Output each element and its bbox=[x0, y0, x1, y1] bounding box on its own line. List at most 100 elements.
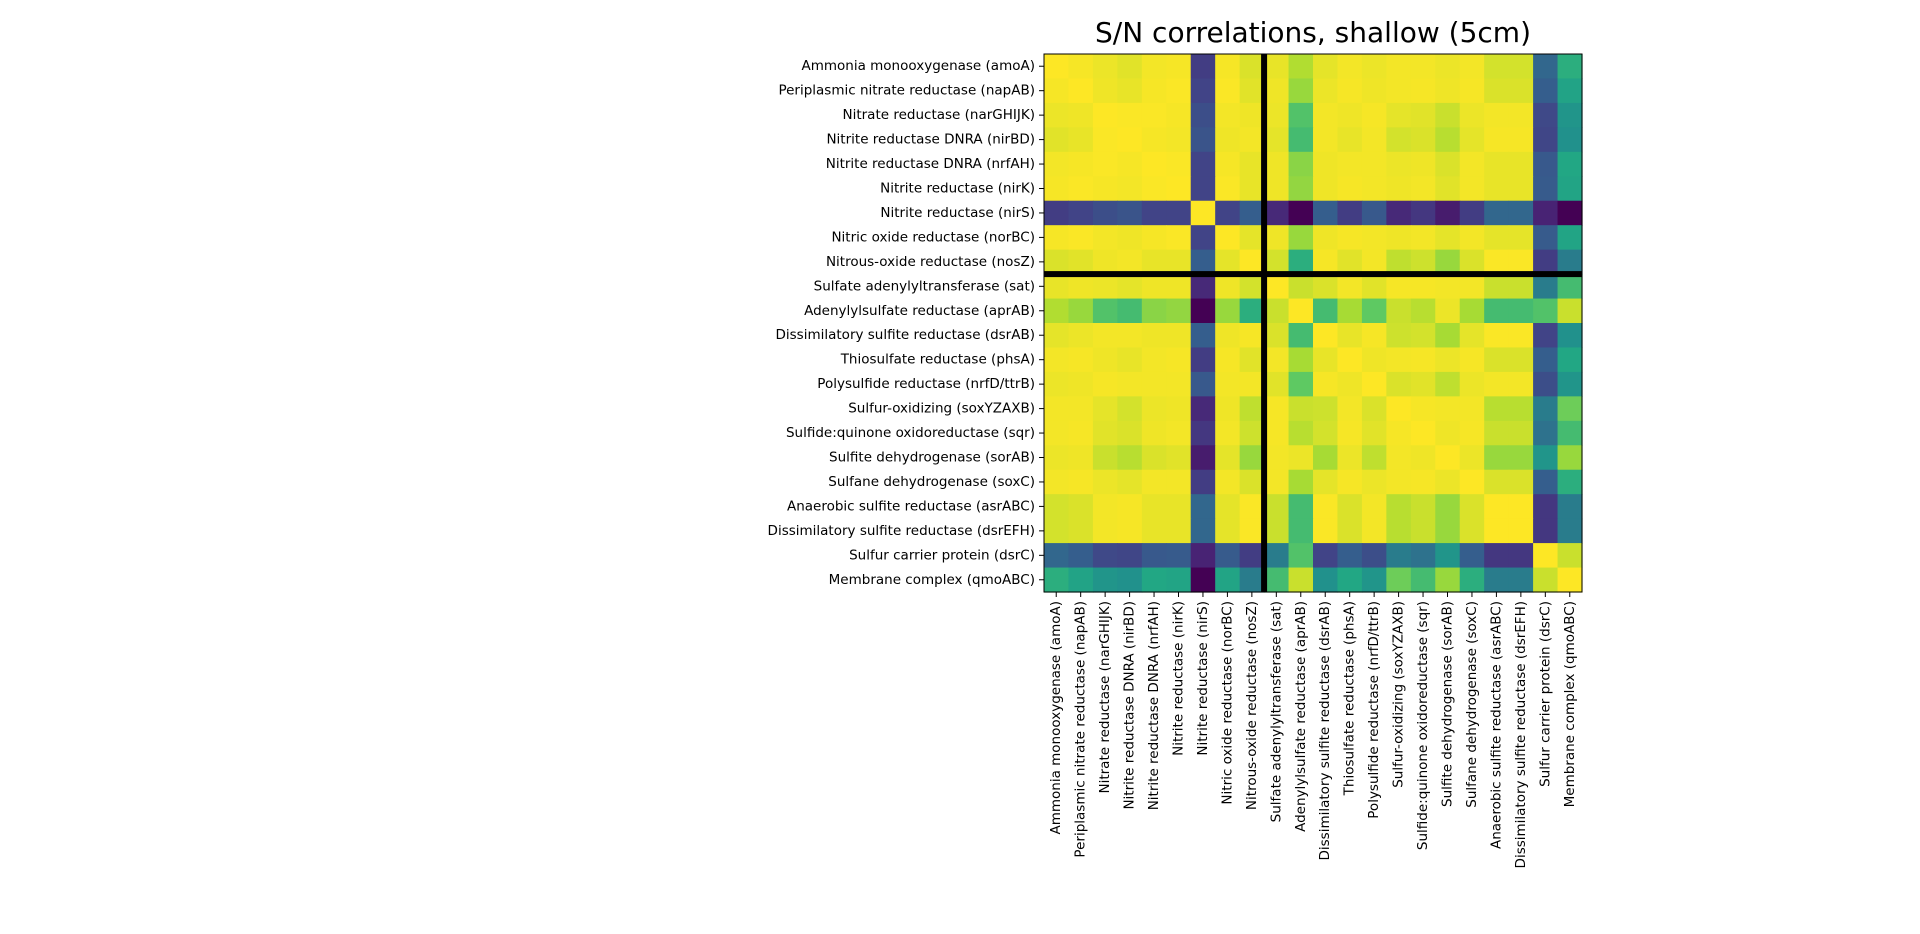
heatmap-cell bbox=[1435, 274, 1461, 300]
heatmap-cell bbox=[1337, 469, 1363, 495]
heatmap-cell bbox=[1141, 543, 1167, 569]
y-tick-label: Nitric oxide reductase (norBC) bbox=[831, 229, 1035, 245]
heatmap-cell bbox=[1435, 396, 1461, 422]
heatmap-cell bbox=[1288, 347, 1314, 373]
heatmap-cell bbox=[1092, 102, 1118, 128]
heatmap-cell bbox=[1361, 102, 1387, 128]
heatmap-cell bbox=[1288, 567, 1314, 593]
y-tick-label: Nitrite reductase DNRA (nrfAH) bbox=[826, 156, 1035, 172]
heatmap-cell bbox=[1044, 127, 1070, 153]
heatmap-cell bbox=[1264, 249, 1290, 275]
heatmap-cell bbox=[1484, 323, 1510, 349]
heatmap-cell bbox=[1068, 102, 1094, 128]
heatmap-cell bbox=[1166, 225, 1192, 251]
heatmap-cell bbox=[1386, 151, 1412, 177]
heatmap-cell bbox=[1044, 200, 1070, 226]
y-tick-label: Membrane complex (qmoABC) bbox=[829, 572, 1035, 588]
heatmap-cell bbox=[1313, 298, 1339, 324]
heatmap-cell bbox=[1092, 494, 1118, 520]
heatmap-cell bbox=[1215, 127, 1241, 153]
heatmap-cell bbox=[1288, 127, 1314, 153]
heatmap-cell bbox=[1361, 420, 1387, 446]
heatmap-cell bbox=[1288, 200, 1314, 226]
chart-title: S/N correlations, shallow (5cm) bbox=[1095, 16, 1531, 49]
heatmap-cell bbox=[1557, 347, 1583, 373]
x-tick-label: Adenylylsulfate reductase (aprAB) bbox=[1293, 601, 1309, 832]
heatmap-cell bbox=[1313, 420, 1339, 446]
heatmap-cell bbox=[1068, 323, 1094, 349]
heatmap-cell bbox=[1459, 371, 1485, 397]
heatmap-cell bbox=[1508, 396, 1534, 422]
heatmap-cell bbox=[1239, 543, 1265, 569]
heatmap-cell bbox=[1264, 469, 1290, 495]
heatmap-cell bbox=[1557, 494, 1583, 520]
heatmap-cell bbox=[1190, 323, 1216, 349]
heatmap-cell bbox=[1190, 469, 1216, 495]
heatmap-cell bbox=[1288, 249, 1314, 275]
heatmap-cell bbox=[1313, 200, 1339, 226]
heatmap-cell bbox=[1361, 445, 1387, 471]
heatmap-cell bbox=[1337, 445, 1363, 471]
heatmap-cell bbox=[1117, 274, 1143, 300]
heatmap-cell bbox=[1410, 78, 1436, 104]
heatmap-cell bbox=[1288, 274, 1314, 300]
heatmap-cell bbox=[1435, 347, 1461, 373]
heatmap-cell bbox=[1410, 420, 1436, 446]
heatmap-cell bbox=[1141, 78, 1167, 104]
heatmap-cell bbox=[1239, 347, 1265, 373]
heatmap-cell bbox=[1239, 249, 1265, 275]
heatmap-cell bbox=[1288, 54, 1314, 80]
heatmap-cell bbox=[1337, 323, 1363, 349]
heatmap-cell bbox=[1337, 420, 1363, 446]
heatmap-cell bbox=[1239, 102, 1265, 128]
heatmap-cell bbox=[1288, 176, 1314, 202]
heatmap-cell bbox=[1141, 102, 1167, 128]
heatmap-cell bbox=[1288, 518, 1314, 544]
heatmap-cell bbox=[1239, 225, 1265, 251]
y-tick-label: Sulfate adenylyltransferase (sat) bbox=[814, 278, 1035, 294]
heatmap-cell bbox=[1215, 469, 1241, 495]
x-tick-label: Nitrite reductase DNRA (nrfAH) bbox=[1146, 601, 1162, 810]
heatmap-cell bbox=[1141, 420, 1167, 446]
heatmap-cell bbox=[1141, 567, 1167, 593]
heatmap-cell bbox=[1435, 151, 1461, 177]
x-tick-label: Nitrite reductase (nirK) bbox=[1171, 601, 1187, 756]
heatmap-cell bbox=[1410, 494, 1436, 520]
heatmap-cell bbox=[1141, 176, 1167, 202]
heatmap-cell bbox=[1044, 298, 1070, 324]
heatmap-cell bbox=[1435, 494, 1461, 520]
heatmap-cell bbox=[1386, 249, 1412, 275]
heatmap-cell bbox=[1044, 543, 1070, 569]
heatmap-cell bbox=[1166, 127, 1192, 153]
heatmap-cell bbox=[1141, 518, 1167, 544]
heatmap-cell bbox=[1533, 54, 1559, 80]
heatmap-cell bbox=[1166, 102, 1192, 128]
heatmap-cell bbox=[1313, 176, 1339, 202]
heatmap-cell bbox=[1337, 200, 1363, 226]
heatmap-cell bbox=[1044, 102, 1070, 128]
heatmap-cell bbox=[1508, 151, 1534, 177]
heatmap-cell bbox=[1484, 78, 1510, 104]
heatmap-cell bbox=[1044, 274, 1070, 300]
heatmap-cell bbox=[1557, 78, 1583, 104]
heatmap-cell bbox=[1484, 127, 1510, 153]
heatmap-cell bbox=[1533, 200, 1559, 226]
heatmap-cell bbox=[1166, 298, 1192, 324]
heatmap-cell bbox=[1557, 396, 1583, 422]
heatmap-cell bbox=[1337, 225, 1363, 251]
heatmap-cell bbox=[1435, 323, 1461, 349]
heatmap-cell bbox=[1484, 151, 1510, 177]
heatmap-cell bbox=[1288, 445, 1314, 471]
heatmap-cell bbox=[1533, 176, 1559, 202]
heatmap-cell bbox=[1459, 200, 1485, 226]
plot-frame bbox=[1043, 53, 1583, 593]
heatmap-cell bbox=[1557, 371, 1583, 397]
heatmap-cell bbox=[1215, 298, 1241, 324]
heatmap-cell bbox=[1117, 347, 1143, 373]
horizontal-separator bbox=[1044, 271, 1582, 278]
x-tick-label: Dissimilatory sulfite reductase (dsrAB) bbox=[1317, 601, 1333, 861]
heatmap-cell bbox=[1141, 371, 1167, 397]
heatmap-cell bbox=[1410, 323, 1436, 349]
heatmap-cell bbox=[1141, 323, 1167, 349]
heatmap-cell bbox=[1435, 176, 1461, 202]
